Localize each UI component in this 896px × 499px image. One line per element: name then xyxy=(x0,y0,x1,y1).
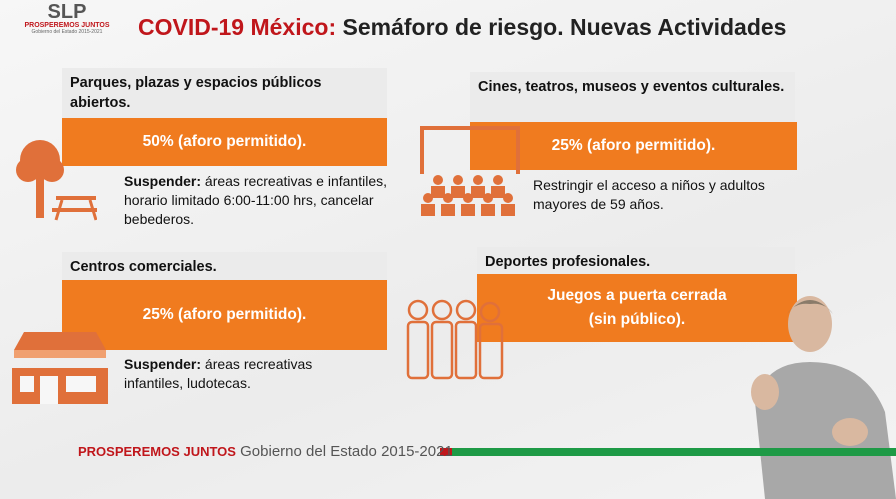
footer-text: Gobierno del Estado 2015-2021 xyxy=(240,443,453,460)
heading: Cines, teatros, museos y eventos cultura… xyxy=(470,72,795,122)
title-rest: Semáforo de riesgo. Nuevas Actividades xyxy=(342,14,787,40)
banner: 25% (aforo permitido). xyxy=(62,280,387,350)
logo: SLP PROSPEREMOS JUNTOS Gobierno del Esta… xyxy=(22,2,112,35)
interpreter xyxy=(751,296,896,499)
note-text: áreas recreativas infantiles, ludotecas. xyxy=(124,356,313,391)
players-icon xyxy=(406,299,504,380)
footer: PROSPEREMOS JUNTOS Gobierno del Estado 2… xyxy=(78,443,453,460)
footer-line-red xyxy=(440,448,452,456)
footer-brand: PROSPEREMOS JUNTOS xyxy=(78,444,236,459)
logo-mark: SLP xyxy=(47,1,87,23)
logo-sub: Gobierno del Estado 2015-2021 xyxy=(31,29,103,35)
note: Suspender: áreas recreativas e infantile… xyxy=(124,172,394,229)
logo-name: PROSPEREMOS JUNTOS xyxy=(24,22,110,29)
heading: Parques, plazas y espacios públicos abie… xyxy=(62,68,387,118)
note-text: áreas recreativas e infantiles, horario … xyxy=(124,173,387,227)
banner: 25% (aforo permitido). xyxy=(470,122,797,170)
title: COVID-19 México: Semáforo de riesgo. Nue… xyxy=(138,14,786,41)
banner: 50% (aforo permitido). xyxy=(62,118,387,166)
store-icon xyxy=(12,332,108,404)
footer-line-green xyxy=(452,448,896,456)
note: Restringir el acceso a niños y adultos m… xyxy=(533,177,765,212)
heading: Deportes profesionales. xyxy=(477,247,795,274)
banner: Juegos a puerta cerrada (sin público). xyxy=(477,274,797,342)
note-bold: Suspender: xyxy=(124,356,202,372)
note: Suspender: áreas recreativas infantiles,… xyxy=(124,355,334,393)
park-icon xyxy=(16,140,97,221)
title-highlight: COVID-19 México: xyxy=(138,14,337,40)
theater-icon xyxy=(420,126,520,216)
note-bold: Suspender: xyxy=(124,173,202,189)
heading: Centros comerciales. xyxy=(62,252,387,280)
